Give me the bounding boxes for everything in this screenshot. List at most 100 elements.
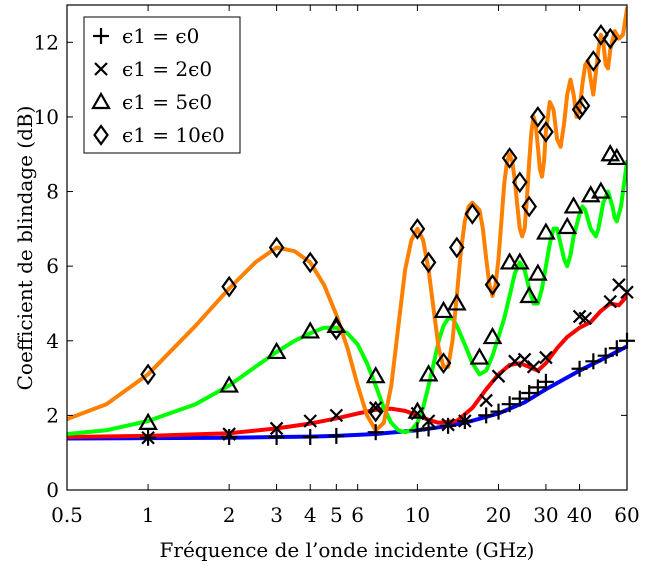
series-4-marker-11 [464, 203, 481, 225]
y-tick-label-3: 4 [46, 329, 59, 353]
series-1-marker-8 [420, 420, 437, 437]
legend-label-4: ϵ1 = 10ϵ0 [122, 123, 225, 147]
series-1-marker-5 [328, 427, 345, 444]
series-2-marker-18-b [578, 311, 593, 326]
series-3-marker-3 [266, 341, 287, 360]
series-4-marker-7 [409, 217, 426, 240]
series-4-marker-1 [140, 363, 156, 386]
series-2-marker-1 [141, 430, 155, 445]
series-3-marker-1 [138, 412, 158, 430]
series-2-marker-10 [458, 414, 472, 428]
legend-marker-4 [93, 124, 109, 146]
series-1-marker-2 [221, 429, 238, 446]
series-2-marker-10-b [458, 414, 472, 428]
series-2-marker-4-b [303, 414, 318, 428]
series-3-marker-17 [536, 222, 556, 240]
series-2-marker-6-b [368, 401, 383, 415]
series-2-marker-2 [222, 427, 236, 441]
legend-marker-1 [93, 28, 109, 44]
series-2-marker-15 [526, 360, 541, 374]
y-tick-label-7: 12 [34, 30, 59, 54]
legend-marker-3 [91, 91, 111, 110]
series-1-marker-3 [268, 429, 285, 446]
series-4-marker-22 [602, 27, 619, 50]
plot-frame [66, 4, 628, 491]
x-tick-label-5: 4 [304, 503, 317, 527]
x-tick-label-7: 6 [351, 503, 364, 527]
series-4-marker-6 [367, 400, 384, 423]
series-4-marker-21 [593, 23, 609, 46]
series-1-marker-20 [597, 347, 614, 364]
series-2-marker-1-b [141, 430, 155, 445]
series-4-marker-3 [268, 236, 285, 259]
series-2-marker-5 [329, 408, 344, 423]
series-4-marker-10 [448, 236, 465, 259]
series-4-marker-5 [328, 318, 345, 341]
series-2-marker-12-b [491, 369, 506, 383]
series-2-marker-2-b [222, 427, 236, 441]
y-tick-label-4: 6 [46, 254, 59, 278]
series-3-marker-4 [300, 321, 321, 339]
series-4-marker-12 [484, 273, 501, 296]
series-2-marker-3-b [269, 421, 284, 436]
x-axis-label: Fréquence de l’onde incidente (GHz) [160, 538, 535, 562]
series-2-marker-5-b [329, 408, 344, 423]
legend-label-2: ϵ1 = 2ϵ0 [122, 57, 212, 81]
y-tick-label-2: 2 [46, 403, 59, 427]
series-1-marker-19 [585, 353, 602, 370]
marker-layer [138, 23, 635, 446]
y-tick-label-6: 10 [34, 105, 59, 129]
legend-label-3: ϵ1 = 5ϵ0 [122, 90, 212, 114]
series-4-marker-2 [221, 275, 238, 298]
series-2-marker-19 [603, 294, 618, 309]
series-3-marker-7 [407, 401, 428, 419]
x-tick-label-4: 3 [270, 503, 283, 527]
series-line-2 [67, 294, 627, 439]
y-axis-label: Coefficient de blindage (dB) [13, 106, 37, 391]
x-tick-label-11: 40 [567, 503, 592, 527]
series-2-marker-17-b [572, 309, 587, 324]
series-2-marker-4 [303, 414, 318, 428]
series-1-marker-17 [537, 373, 554, 390]
series-2-marker-13-b [508, 354, 522, 369]
legend-marker-2-b [94, 62, 108, 76]
series-2-marker-11-b [479, 393, 493, 408]
series-4-marker-9 [435, 352, 452, 375]
series-4-marker-19 [574, 94, 591, 117]
legend-box [83, 16, 241, 154]
legend-label-1: ϵ1 = ϵ0 [122, 24, 199, 48]
x-tick-label-12: 60 [614, 503, 639, 527]
series-1-marker-14 [511, 390, 528, 407]
series-2-marker-19-b [603, 294, 618, 309]
series-3-marker-8 [418, 364, 439, 382]
series-1-marker-6 [367, 424, 384, 441]
series-1-marker-21 [608, 340, 625, 357]
series-3-marker-19 [563, 196, 584, 214]
series-3-marker-18 [557, 216, 578, 235]
series-3-marker-21 [591, 181, 611, 199]
series-2-marker-16-b [539, 350, 553, 365]
series-4-marker-16 [529, 106, 546, 128]
series-1-marker-12 [490, 403, 507, 420]
series-4-marker-17 [538, 120, 554, 143]
series-2-marker-16 [539, 350, 553, 365]
legend-entries: ϵ1 = ϵ0 ϵ1 = 2ϵ0 ϵ1 = 5ϵ0 ϵ1 = 10ϵ0 [91, 24, 225, 147]
x-tick-label-10: 30 [533, 503, 558, 527]
series-2-marker-11 [479, 393, 493, 408]
series-4-marker-13 [501, 147, 518, 169]
series-2-marker-9-b [441, 417, 455, 432]
series-1-marker-7 [409, 422, 426, 439]
series-3-marker-23 [606, 147, 627, 166]
series-4-marker-8 [420, 251, 437, 274]
series-3-marker-2 [219, 375, 240, 393]
series-1-marker-16 [529, 379, 546, 396]
series-4-marker-4 [302, 251, 319, 274]
series-line-3 [67, 159, 627, 436]
y-tick-label-5: 8 [46, 180, 59, 204]
series-3-marker-16 [527, 263, 548, 281]
legend-marker-2 [94, 62, 108, 76]
series-2-marker-3 [269, 421, 284, 436]
legend: ϵ1 = ϵ0 ϵ1 = 2ϵ0 ϵ1 = 5ϵ0 ϵ1 = 10ϵ0 [83, 16, 241, 154]
